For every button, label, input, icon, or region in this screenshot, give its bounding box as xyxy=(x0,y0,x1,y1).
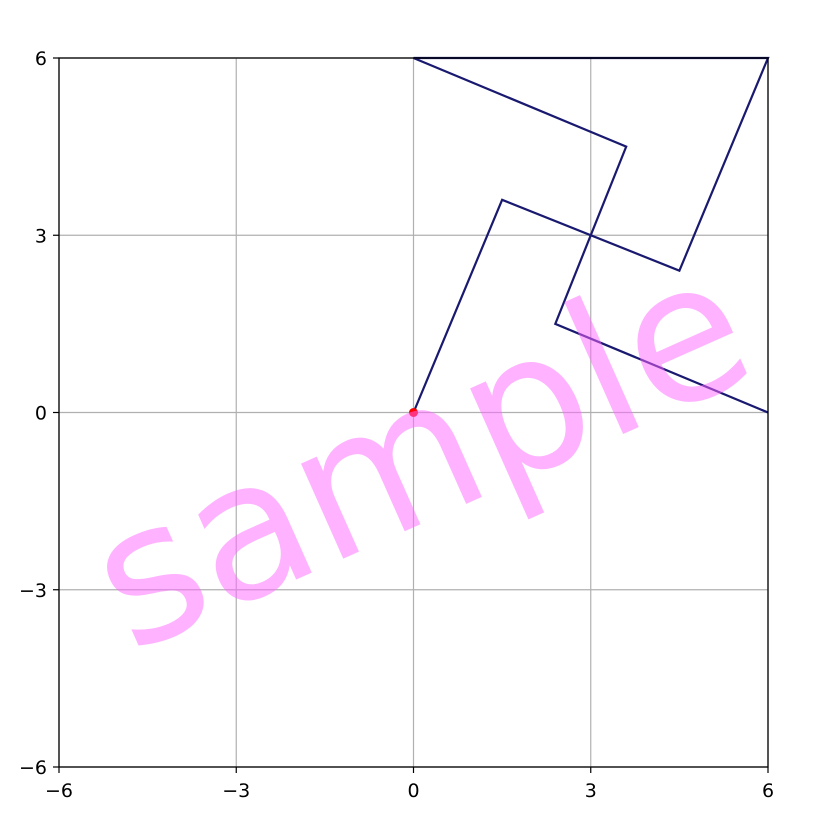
x-tick-label-1: −3 xyxy=(222,780,250,802)
y-tick-label-0: −6 xyxy=(19,757,47,779)
y-tick-label-2: 0 xyxy=(35,403,47,425)
x-tick-label-3: 3 xyxy=(585,780,597,802)
x-tick-label-2: 0 xyxy=(407,780,419,802)
points-layer xyxy=(409,408,418,417)
x-tick-label-4: 6 xyxy=(762,780,774,802)
x-tick-label-0: −6 xyxy=(45,780,73,802)
y-tick-label-1: −3 xyxy=(19,580,47,602)
origin-point xyxy=(409,408,418,417)
y-tick-label-3: 3 xyxy=(35,225,47,247)
y-tick-label-4: 6 xyxy=(35,48,47,70)
ticks-layer: −6 −3 0 3 6 −6 −3 0 3 6 xyxy=(19,48,774,802)
